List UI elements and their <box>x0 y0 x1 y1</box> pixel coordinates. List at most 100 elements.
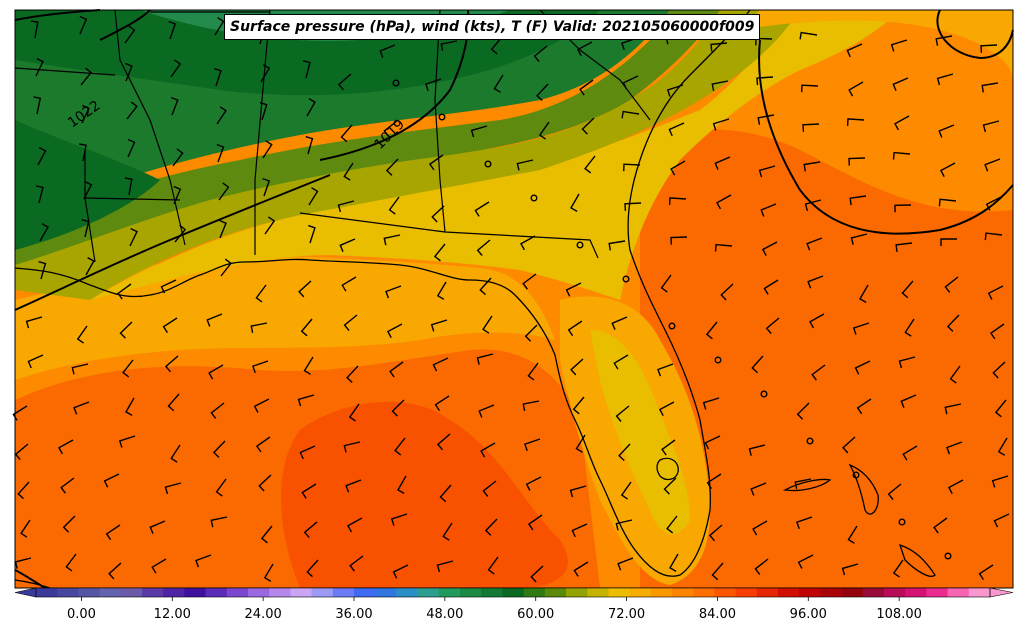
wind-barb <box>386 323 403 339</box>
wind-barb <box>302 60 311 79</box>
wind-barb <box>30 20 39 39</box>
wind-barb <box>487 556 499 575</box>
wind-barb <box>388 196 400 215</box>
temperature-band-gold <box>90 10 900 300</box>
wind-barb <box>946 314 960 332</box>
colorbar-tick-label: 84.00 <box>698 607 737 622</box>
wind-barb <box>20 519 31 538</box>
wind-barb <box>436 560 454 573</box>
wind-barb <box>856 398 872 415</box>
isobar-1022 <box>14 174 331 311</box>
wind-barb <box>478 404 495 418</box>
wind-barb <box>522 273 537 290</box>
wind-barb <box>981 82 999 93</box>
wind-barb <box>797 554 814 569</box>
wind-barb <box>849 195 867 206</box>
wind-barb <box>434 395 450 411</box>
wind-barb <box>12 405 28 421</box>
wind-barb <box>624 202 642 211</box>
wind-barb <box>125 62 133 82</box>
wind-barb-calm <box>484 160 492 168</box>
wind-barb <box>219 219 227 239</box>
wind-barb <box>490 36 503 55</box>
wind-barb <box>212 440 226 458</box>
wind-barb <box>527 362 539 381</box>
wind-barb <box>892 77 909 91</box>
wind-barb-calm <box>714 356 722 364</box>
wind-barb <box>346 365 359 384</box>
temperature-band-amber-gulf <box>15 254 555 380</box>
colorbar-segment <box>163 588 185 597</box>
colorbar-tick-label: 60.00 <box>517 607 555 622</box>
wind-barb <box>122 359 134 378</box>
temperature-band-gold-florida <box>590 330 690 534</box>
wind-barb <box>669 553 679 573</box>
colorbar-extend-max <box>989 587 1014 598</box>
wind-barb <box>842 436 856 454</box>
wind-barb <box>520 235 536 251</box>
wind-barb <box>301 483 317 499</box>
wind-barb <box>76 325 88 344</box>
wind-barb <box>902 445 918 461</box>
wind-barb <box>748 444 766 456</box>
wind-barb <box>25 316 43 329</box>
colorbar-segment <box>714 588 737 597</box>
wind-barb <box>702 397 720 410</box>
wind-barb <box>660 274 672 293</box>
wind-barb <box>761 241 778 257</box>
colorbar-tick-label: 36.00 <box>335 607 373 622</box>
colorbar-segment <box>205 588 228 597</box>
wind-barb <box>298 280 312 298</box>
wind-barb <box>62 515 76 533</box>
wind-barb <box>162 317 178 333</box>
wind-barb <box>482 480 497 497</box>
wind-barb <box>841 563 859 576</box>
wind-barb <box>900 394 917 408</box>
temperature-band-amber-atlantic <box>740 10 1013 80</box>
wind-barb <box>579 79 594 96</box>
wind-barb <box>124 25 136 44</box>
wind-barb <box>533 45 548 62</box>
wind-barb <box>704 435 721 450</box>
wind-barb <box>439 484 452 503</box>
wind-barb <box>887 483 902 500</box>
wind-barb <box>530 565 544 583</box>
wind-barb <box>14 443 29 461</box>
wind-barb <box>220 258 232 277</box>
wind-barb <box>476 353 494 365</box>
wind-barb <box>572 396 585 415</box>
wind-barb <box>803 161 821 172</box>
wind-barb <box>250 322 268 334</box>
wind-barb <box>337 200 355 213</box>
wind-barb <box>425 78 442 92</box>
colorbar-segment <box>778 588 800 597</box>
colorbar-segment <box>311 588 334 597</box>
wind-barb <box>621 110 640 119</box>
wind-barb <box>215 478 227 497</box>
wind-barb <box>103 473 120 488</box>
wind-barb <box>623 163 641 172</box>
wind-barb <box>720 283 734 301</box>
wind-barb <box>216 143 225 163</box>
wind-barb <box>806 237 823 251</box>
wind-barb <box>705 321 718 340</box>
wind-barb <box>668 197 687 205</box>
wind-barb <box>516 159 534 171</box>
wind-barb <box>936 73 954 86</box>
wind-barb <box>940 238 957 246</box>
wind-barb <box>985 196 1002 211</box>
wind-barb <box>622 75 639 90</box>
wind-barb <box>33 96 42 115</box>
bahamas-andros <box>898 543 936 577</box>
wind-barb <box>390 513 408 526</box>
wind-barb <box>670 236 688 245</box>
wind-barb <box>944 276 959 293</box>
wind-barb <box>479 277 492 296</box>
wind-barb-calm <box>944 552 952 560</box>
wind-barb <box>892 559 904 578</box>
wind-barb <box>17 481 30 500</box>
wind-barb <box>306 559 319 578</box>
colorbar-segment <box>290 588 313 597</box>
colorbar-segment <box>841 588 864 597</box>
colorbar-segment <box>523 588 546 597</box>
